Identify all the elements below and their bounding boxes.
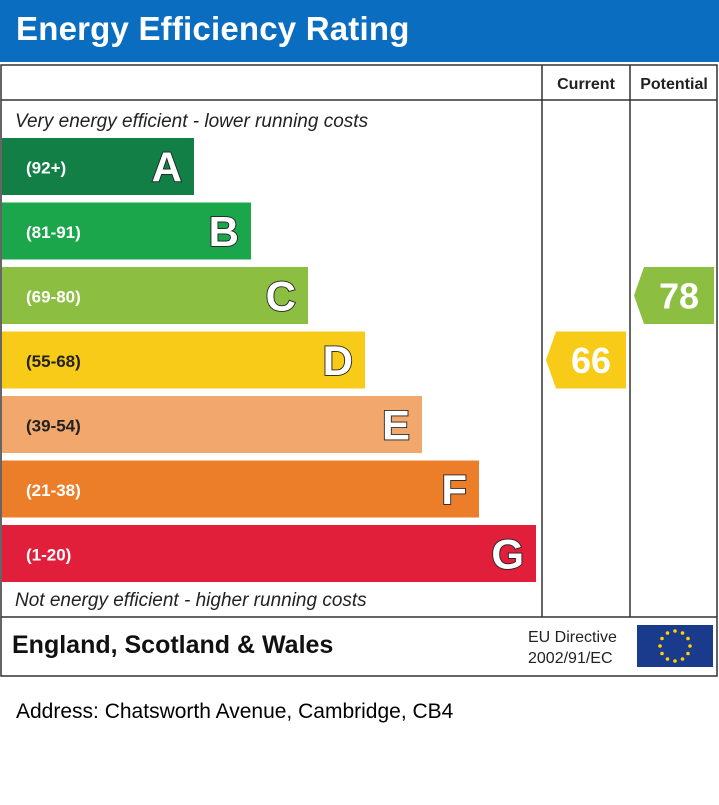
rating-bands: (92+) A (81-91) B (69-80) C (55-68) D (39-54) E (2… [2, 138, 536, 582]
eu-star [688, 644, 692, 648]
eu-star [660, 636, 664, 641]
band-g-range: (1-20) [26, 546, 71, 565]
band-f-bar [2, 460, 479, 518]
bottom-note: Not energy efficient - higher running co… [15, 590, 367, 611]
energy-rating-chart: Current Potential Very energy efficient … [0, 64, 718, 677]
eu-star [673, 629, 677, 633]
band-e-letter: E [382, 402, 410, 449]
region-label: England, Scotland & Wales [12, 631, 333, 659]
band-b-letter: B [209, 208, 239, 255]
band-a-bar [2, 138, 194, 195]
band-c-bar [2, 267, 308, 324]
directive-line2: 2002/91/EC [528, 650, 613, 667]
potential-rating-value: 78 [659, 276, 699, 317]
eu-star [686, 636, 690, 641]
current-rating-arrow [546, 331, 626, 389]
eu-star [686, 651, 690, 656]
property-address: Address: Chatsworth Avenue, Cambridge, C… [16, 700, 454, 723]
eu-star [665, 657, 670, 661]
band-a-letter: A [152, 144, 182, 191]
band-d-letter: D [323, 337, 353, 384]
band-a-range: (92+) [26, 159, 66, 178]
current-rating-value: 66 [571, 340, 611, 381]
band-g-bar [2, 525, 536, 582]
chart-frame [0, 64, 718, 677]
current-header: Current [557, 76, 615, 93]
band-c-letter: C [266, 273, 296, 320]
potential-rating-arrow [634, 267, 714, 324]
potential-header: Potential [640, 76, 708, 93]
band-e-bar [2, 396, 422, 453]
eu-star [673, 659, 677, 663]
title-bar: Energy Efficiency Rating [0, 0, 719, 62]
eu-flag-icon [637, 625, 713, 667]
band-g-letter: G [491, 531, 524, 578]
top-note: Very energy efficient - lower running co… [15, 111, 369, 132]
band-e-range: (39-54) [26, 417, 81, 436]
eu-star [665, 631, 670, 635]
rating-indicators: 66 78 [546, 267, 714, 389]
eu-star [680, 657, 685, 661]
band-b-range: (81-91) [26, 223, 81, 242]
eu-star [660, 651, 664, 656]
band-d-range: (55-68) [26, 352, 81, 371]
eu-star [680, 631, 685, 635]
eu-star [658, 644, 662, 648]
band-d-bar [2, 331, 365, 389]
band-f-range: (21-38) [26, 481, 81, 500]
directive-line1: EU Directive [528, 629, 617, 646]
band-f-letter: F [441, 466, 467, 513]
band-c-range: (69-80) [26, 288, 81, 307]
band-b-bar [2, 202, 251, 260]
page-title: Energy Efficiency Rating [16, 10, 410, 47]
